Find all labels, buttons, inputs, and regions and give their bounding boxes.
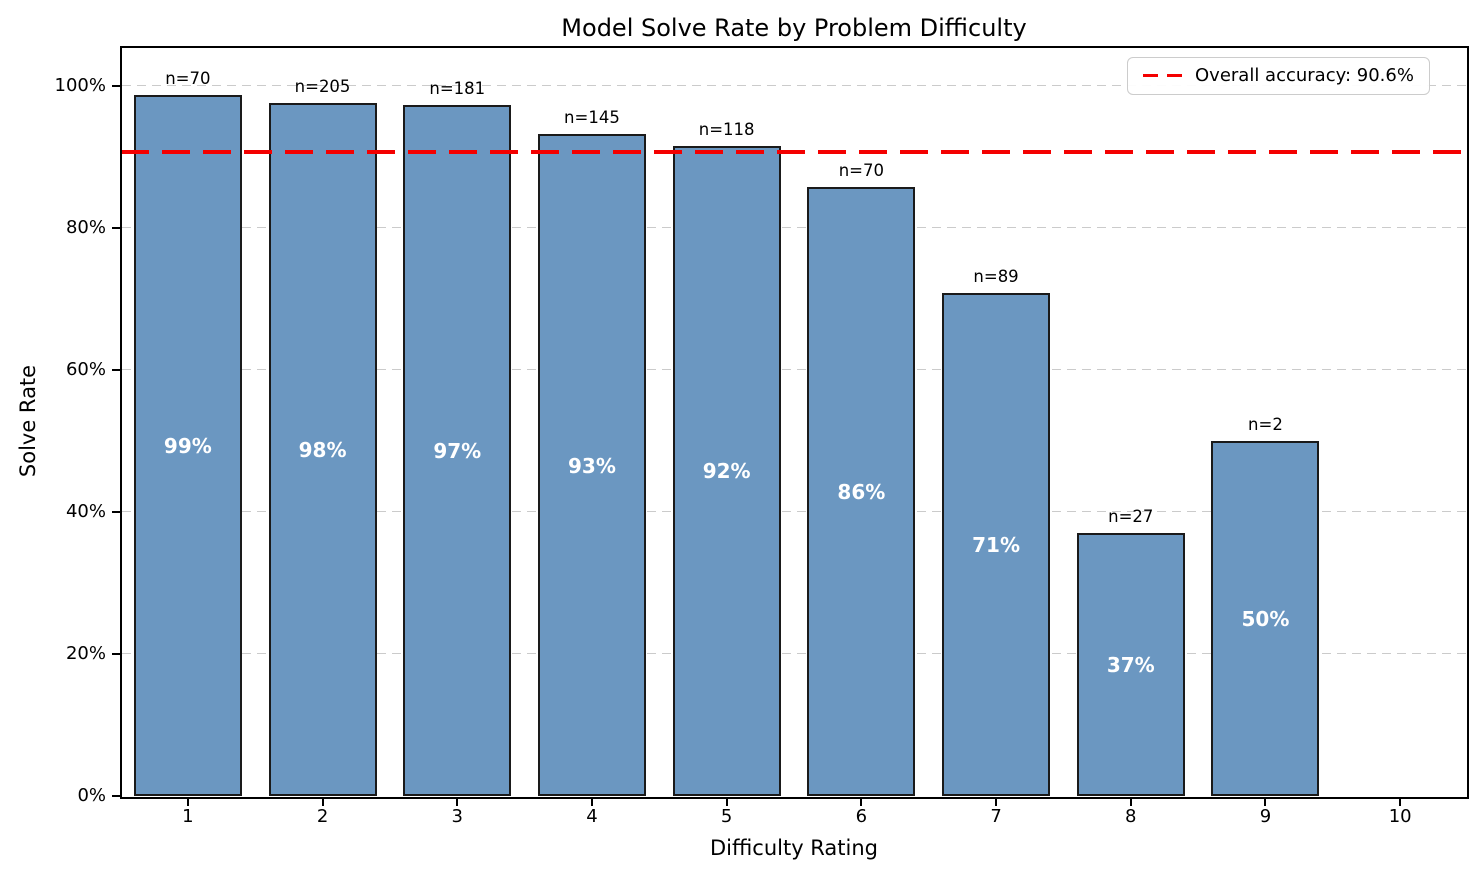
bar: [1211, 440, 1320, 796]
x-tick-mark: [590, 798, 593, 806]
bar-value-label: 37%: [1106, 652, 1155, 677]
bar: [807, 187, 916, 796]
bar: [942, 292, 1051, 796]
x-tick-mark: [725, 798, 728, 806]
x-tick-label: 5: [720, 806, 733, 827]
legend-label: Overall accuracy: 90.6%: [1195, 65, 1414, 86]
x-tick-mark: [1129, 798, 1132, 806]
bar: [672, 145, 781, 796]
x-tick-label: 10: [1388, 806, 1412, 827]
y-tick-label: 100%: [54, 74, 106, 96]
bar-count-label: n=205: [294, 76, 351, 96]
bar-count-label: n=89: [973, 266, 1019, 286]
red-dashed-line-icon: [1143, 73, 1182, 78]
y-tick-label: 60%: [65, 358, 106, 380]
bar: [1076, 532, 1185, 796]
x-tick-label: 7: [990, 806, 1002, 827]
x-axis-label: Difficulty Rating: [709, 836, 879, 860]
bar-value-label: 71%: [972, 532, 1020, 557]
bar: [537, 134, 646, 796]
x-tick-mark: [995, 798, 998, 806]
y-tick-mark: [112, 84, 120, 87]
y-tick-mark: [112, 652, 120, 655]
y-tick-label: 80%: [65, 216, 106, 238]
bar-count-label: n=118: [698, 119, 755, 139]
x-tick-mark: [1399, 798, 1402, 806]
bar-count-label: n=70: [165, 69, 211, 89]
bar: [133, 95, 242, 796]
y-tick-mark: [112, 794, 120, 797]
x-tick-label: 8: [1125, 806, 1137, 827]
y-gridline: [121, 510, 1467, 513]
chart-title: Model Solve Rate by Problem Difficulty: [561, 14, 1027, 42]
x-tick-label: 1: [182, 806, 194, 827]
bar-value-label: 86%: [837, 480, 886, 504]
y-gridline: [121, 652, 1467, 655]
overall-accuracy-reference-line: [121, 150, 1466, 154]
y-tick-mark: [112, 510, 120, 513]
bar-count-label: n=181: [429, 79, 486, 99]
x-tick-mark: [186, 798, 189, 806]
y-tick-mark: [112, 368, 120, 371]
bar-value-label: 93%: [568, 453, 616, 478]
x-tick-label: 4: [586, 806, 598, 827]
x-tick-label: 3: [451, 806, 463, 827]
y-gridline: [121, 226, 1467, 229]
y-gridline: [121, 84, 1467, 87]
bar-value-label: 98%: [298, 437, 347, 462]
y-tick-label: 0%: [77, 784, 106, 806]
bar: [268, 102, 377, 796]
bar-value-label: 50%: [1241, 606, 1290, 631]
bar-value-label: 92%: [702, 459, 751, 484]
x-tick-mark: [321, 798, 324, 806]
x-tick-mark: [860, 798, 863, 806]
bar: [403, 105, 512, 796]
y-tick-mark: [112, 226, 120, 229]
legend: Overall accuracy: 90.6%: [1127, 57, 1430, 95]
x-tick-label: 6: [855, 806, 868, 827]
x-tick-label: 2: [316, 806, 329, 827]
y-gridline: [121, 368, 1467, 371]
x-tick-label: 9: [1259, 806, 1272, 827]
bar-count-label: n=70: [838, 161, 884, 181]
y-tick-label: 40%: [65, 500, 106, 522]
bar-count-label: n=145: [564, 108, 620, 128]
bar-value-label: 99%: [163, 434, 212, 459]
bar-count-label: n=2: [1248, 414, 1283, 434]
x-tick-mark: [1264, 798, 1267, 806]
x-tick-mark: [456, 798, 459, 806]
bar-count-label: n=27: [1108, 506, 1154, 526]
bar-value-label: 97%: [433, 439, 482, 464]
y-tick-label: 20%: [65, 642, 106, 664]
